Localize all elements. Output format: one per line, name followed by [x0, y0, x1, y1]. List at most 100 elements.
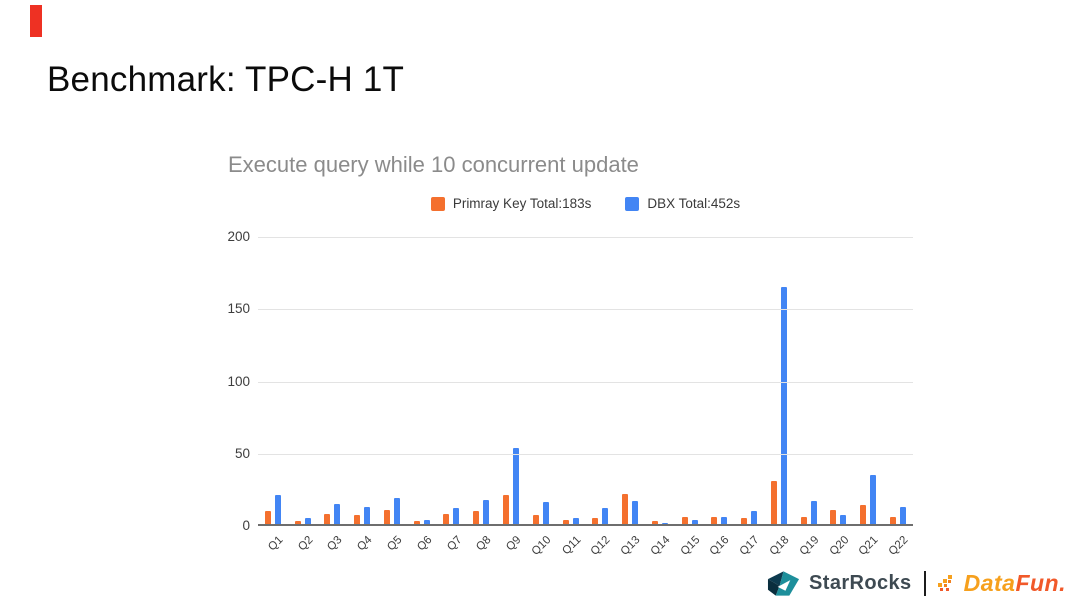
starrocks-logo-text: StarRocks — [809, 571, 912, 594]
bar-q7 — [443, 513, 450, 524]
bar-q17 — [751, 511, 758, 524]
bar-group-q15 — [675, 237, 705, 524]
bar-q19 — [810, 501, 817, 524]
bar-group-q20 — [824, 237, 854, 524]
bar-q6 — [413, 521, 420, 524]
x-axis-label: Q6 — [414, 534, 435, 554]
chart-title: Execute query while 10 concurrent update — [228, 152, 639, 177]
x-axis-label: Q20 — [827, 534, 852, 558]
bar-q15 — [691, 519, 698, 524]
slide-accent-bar — [30, 5, 42, 37]
bar-group-q16 — [704, 237, 734, 524]
bar-group-q5 — [377, 237, 407, 524]
chart-legend: Primray Key Total:183s DBX Total:452s — [258, 196, 913, 211]
bar-group-q12 — [585, 237, 615, 524]
x-axis-label: Q17 — [737, 534, 762, 558]
x-axis-label: Q5 — [385, 534, 405, 554]
bar-group-q17 — [734, 237, 764, 524]
y-axis-label: 150 — [227, 301, 250, 317]
bar-q7 — [453, 508, 460, 524]
bar-q21 — [860, 505, 867, 524]
bar-q19 — [800, 516, 807, 524]
x-axis-label: Q19 — [797, 534, 822, 558]
bar-q13 — [622, 493, 629, 524]
bar-q20 — [830, 509, 837, 524]
gridline — [258, 309, 913, 311]
bar-q8 — [483, 499, 490, 524]
bar-q4 — [354, 515, 361, 524]
bar-group-q19 — [794, 237, 824, 524]
gridline — [258, 453, 913, 455]
x-axis-label: Q10 — [529, 534, 554, 558]
bar-q18 — [780, 287, 787, 524]
bar-group-q10 — [526, 237, 556, 524]
bar-q1 — [274, 495, 281, 524]
bar-q1 — [264, 511, 271, 524]
bar-q10 — [542, 502, 549, 524]
bar-group-q8 — [466, 237, 496, 524]
bar-q10 — [532, 515, 539, 524]
footer-logos: StarRocks DataFun. — [767, 566, 1066, 600]
bar-q16 — [721, 516, 728, 524]
starrocks-logo-icon — [768, 571, 800, 596]
bar-q2 — [294, 521, 301, 524]
x-axis-label: Q1 — [266, 534, 286, 554]
x-axis-label: Q3 — [325, 534, 345, 554]
bar-q17 — [741, 518, 748, 524]
bar-q12 — [602, 508, 609, 524]
bar-q9 — [503, 495, 509, 524]
bar-group-q2 — [288, 237, 318, 524]
bar-q8 — [473, 511, 480, 524]
x-axis-label: Q18 — [767, 534, 792, 558]
bar-group-q7 — [437, 237, 467, 524]
y-axis-label: 100 — [227, 373, 250, 389]
bar-q11 — [572, 518, 579, 524]
bar-q3 — [324, 513, 331, 524]
gridline — [258, 381, 913, 383]
bar-group-q21 — [853, 237, 883, 524]
bar-q5 — [383, 509, 390, 524]
y-axis-label: 0 — [242, 518, 250, 533]
bar-q4 — [364, 506, 371, 524]
x-axis-label: Q8 — [474, 534, 494, 554]
bar-q20 — [840, 515, 847, 524]
bar-q6 — [423, 519, 430, 524]
x-axis-label: Q4 — [355, 534, 375, 554]
datafun-logo-data: Data — [963, 569, 1016, 596]
bar-group-q1 — [258, 237, 288, 524]
legend-item: Primray Key Total:183s — [430, 196, 591, 211]
bar-q13 — [632, 501, 639, 524]
gridline — [258, 237, 913, 238]
x-axis-label: Q9 — [504, 534, 524, 554]
bar-group-q3 — [318, 237, 348, 524]
x-axis-label: Q2 — [295, 534, 316, 554]
bar-group-q13 — [615, 237, 645, 524]
datafun-logo-text: DataFun. — [964, 570, 1066, 597]
legend-swatch-icon — [430, 196, 445, 211]
y-axis-label: 200 — [227, 229, 250, 244]
bar-group-q6 — [407, 237, 437, 524]
x-axis-label: Q13 — [618, 534, 643, 558]
bar-q14 — [651, 521, 658, 524]
bar-q14 — [661, 522, 668, 524]
bar-q22 — [889, 516, 896, 524]
slide-title: Benchmark: TPC-H 1T — [47, 60, 405, 99]
datafun-dots-icon — [937, 574, 952, 591]
x-axis-label: Q15 — [678, 534, 703, 558]
legend-label: DBX Total:452s — [647, 196, 741, 211]
bar-q2 — [304, 518, 311, 524]
bar-q18 — [770, 480, 777, 524]
x-axis-label: Q12 — [588, 534, 613, 558]
x-axis-label: Q16 — [708, 534, 732, 558]
bar-q9 — [513, 447, 519, 524]
bar-group-q4 — [347, 237, 377, 524]
x-axis-label: Q14 — [648, 534, 673, 558]
bar-groups — [258, 237, 913, 524]
x-axis-label: Q7 — [444, 534, 465, 554]
legend-swatch-icon — [625, 196, 640, 211]
plot-area — [258, 237, 913, 526]
logo-separator-icon — [923, 570, 926, 596]
x-axis-label: Q11 — [559, 534, 584, 558]
legend-item: DBX Total:452s — [625, 196, 740, 211]
